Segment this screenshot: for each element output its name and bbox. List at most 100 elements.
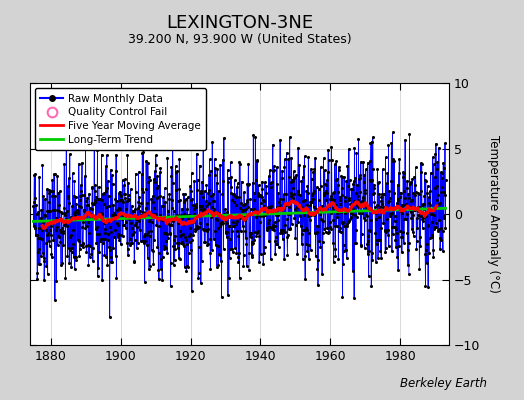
- Point: [387, 224, 396, 230]
- Point: [92, 226, 100, 232]
- Point: [73, 237, 82, 244]
- Point: [168, 121, 177, 128]
- Point: [249, 132, 257, 138]
- Point: [56, 188, 64, 194]
- Point: [57, 229, 65, 236]
- Point: [30, 199, 38, 205]
- Point: [211, 172, 219, 178]
- Point: [274, 181, 282, 187]
- Point: [48, 193, 56, 200]
- Point: [152, 162, 160, 168]
- Point: [293, 251, 301, 257]
- Point: [352, 240, 360, 246]
- Point: [39, 250, 47, 256]
- Point: [205, 172, 213, 178]
- Point: [370, 184, 378, 191]
- Point: [83, 202, 92, 209]
- Point: [254, 182, 263, 188]
- Point: [87, 215, 95, 221]
- Point: [371, 209, 379, 216]
- Point: [353, 214, 361, 220]
- Point: [40, 258, 49, 264]
- Point: [316, 164, 325, 170]
- Point: [379, 220, 387, 226]
- Point: [374, 237, 383, 244]
- Point: [39, 193, 48, 200]
- Point: [217, 294, 226, 300]
- Point: [297, 177, 305, 184]
- Point: [50, 170, 59, 177]
- Point: [304, 242, 313, 248]
- Point: [180, 210, 189, 217]
- Point: [289, 178, 298, 184]
- Point: [386, 194, 394, 201]
- Point: [123, 152, 132, 158]
- Point: [364, 238, 373, 244]
- Point: [208, 246, 216, 253]
- Point: [373, 237, 381, 244]
- Point: [165, 191, 173, 198]
- Point: [112, 151, 121, 158]
- Point: [40, 212, 48, 218]
- Point: [428, 232, 436, 238]
- Point: [389, 231, 397, 237]
- Point: [337, 173, 345, 180]
- Point: [277, 229, 285, 236]
- Point: [331, 223, 339, 230]
- Point: [125, 216, 134, 222]
- Point: [255, 233, 264, 239]
- Point: [341, 198, 349, 204]
- Point: [387, 178, 395, 184]
- Point: [235, 250, 243, 257]
- Point: [35, 225, 43, 231]
- Point: [274, 212, 282, 218]
- Point: [41, 221, 50, 228]
- Point: [52, 215, 60, 221]
- Point: [84, 230, 93, 236]
- Point: [118, 177, 127, 183]
- Point: [79, 241, 88, 248]
- Point: [286, 134, 294, 140]
- Point: [324, 230, 333, 236]
- Point: [336, 225, 345, 232]
- Point: [431, 185, 440, 192]
- Point: [69, 240, 77, 247]
- Point: [313, 266, 322, 272]
- Point: [318, 203, 326, 209]
- Point: [317, 216, 325, 222]
- Point: [45, 190, 53, 196]
- Point: [279, 191, 288, 198]
- Point: [290, 168, 298, 175]
- Point: [78, 160, 86, 166]
- Point: [73, 208, 81, 214]
- Point: [267, 184, 276, 190]
- Point: [161, 199, 170, 205]
- Point: [328, 196, 336, 202]
- Point: [141, 210, 150, 216]
- Point: [367, 138, 376, 145]
- Point: [347, 209, 355, 216]
- Point: [355, 176, 364, 182]
- Point: [135, 218, 143, 224]
- Point: [290, 190, 298, 197]
- Point: [169, 218, 178, 224]
- Point: [349, 180, 357, 187]
- Point: [433, 196, 441, 203]
- Point: [126, 236, 135, 242]
- Point: [71, 265, 79, 272]
- Point: [268, 168, 277, 174]
- Point: [235, 159, 244, 165]
- Point: [31, 170, 39, 177]
- Point: [38, 218, 47, 225]
- Point: [339, 174, 347, 180]
- Point: [163, 213, 172, 219]
- Point: [300, 153, 309, 159]
- Point: [269, 167, 278, 173]
- Point: [121, 176, 129, 182]
- Point: [99, 240, 107, 246]
- Point: [84, 219, 92, 225]
- Point: [283, 232, 292, 238]
- Point: [285, 174, 293, 181]
- Point: [83, 223, 91, 230]
- Point: [182, 262, 191, 269]
